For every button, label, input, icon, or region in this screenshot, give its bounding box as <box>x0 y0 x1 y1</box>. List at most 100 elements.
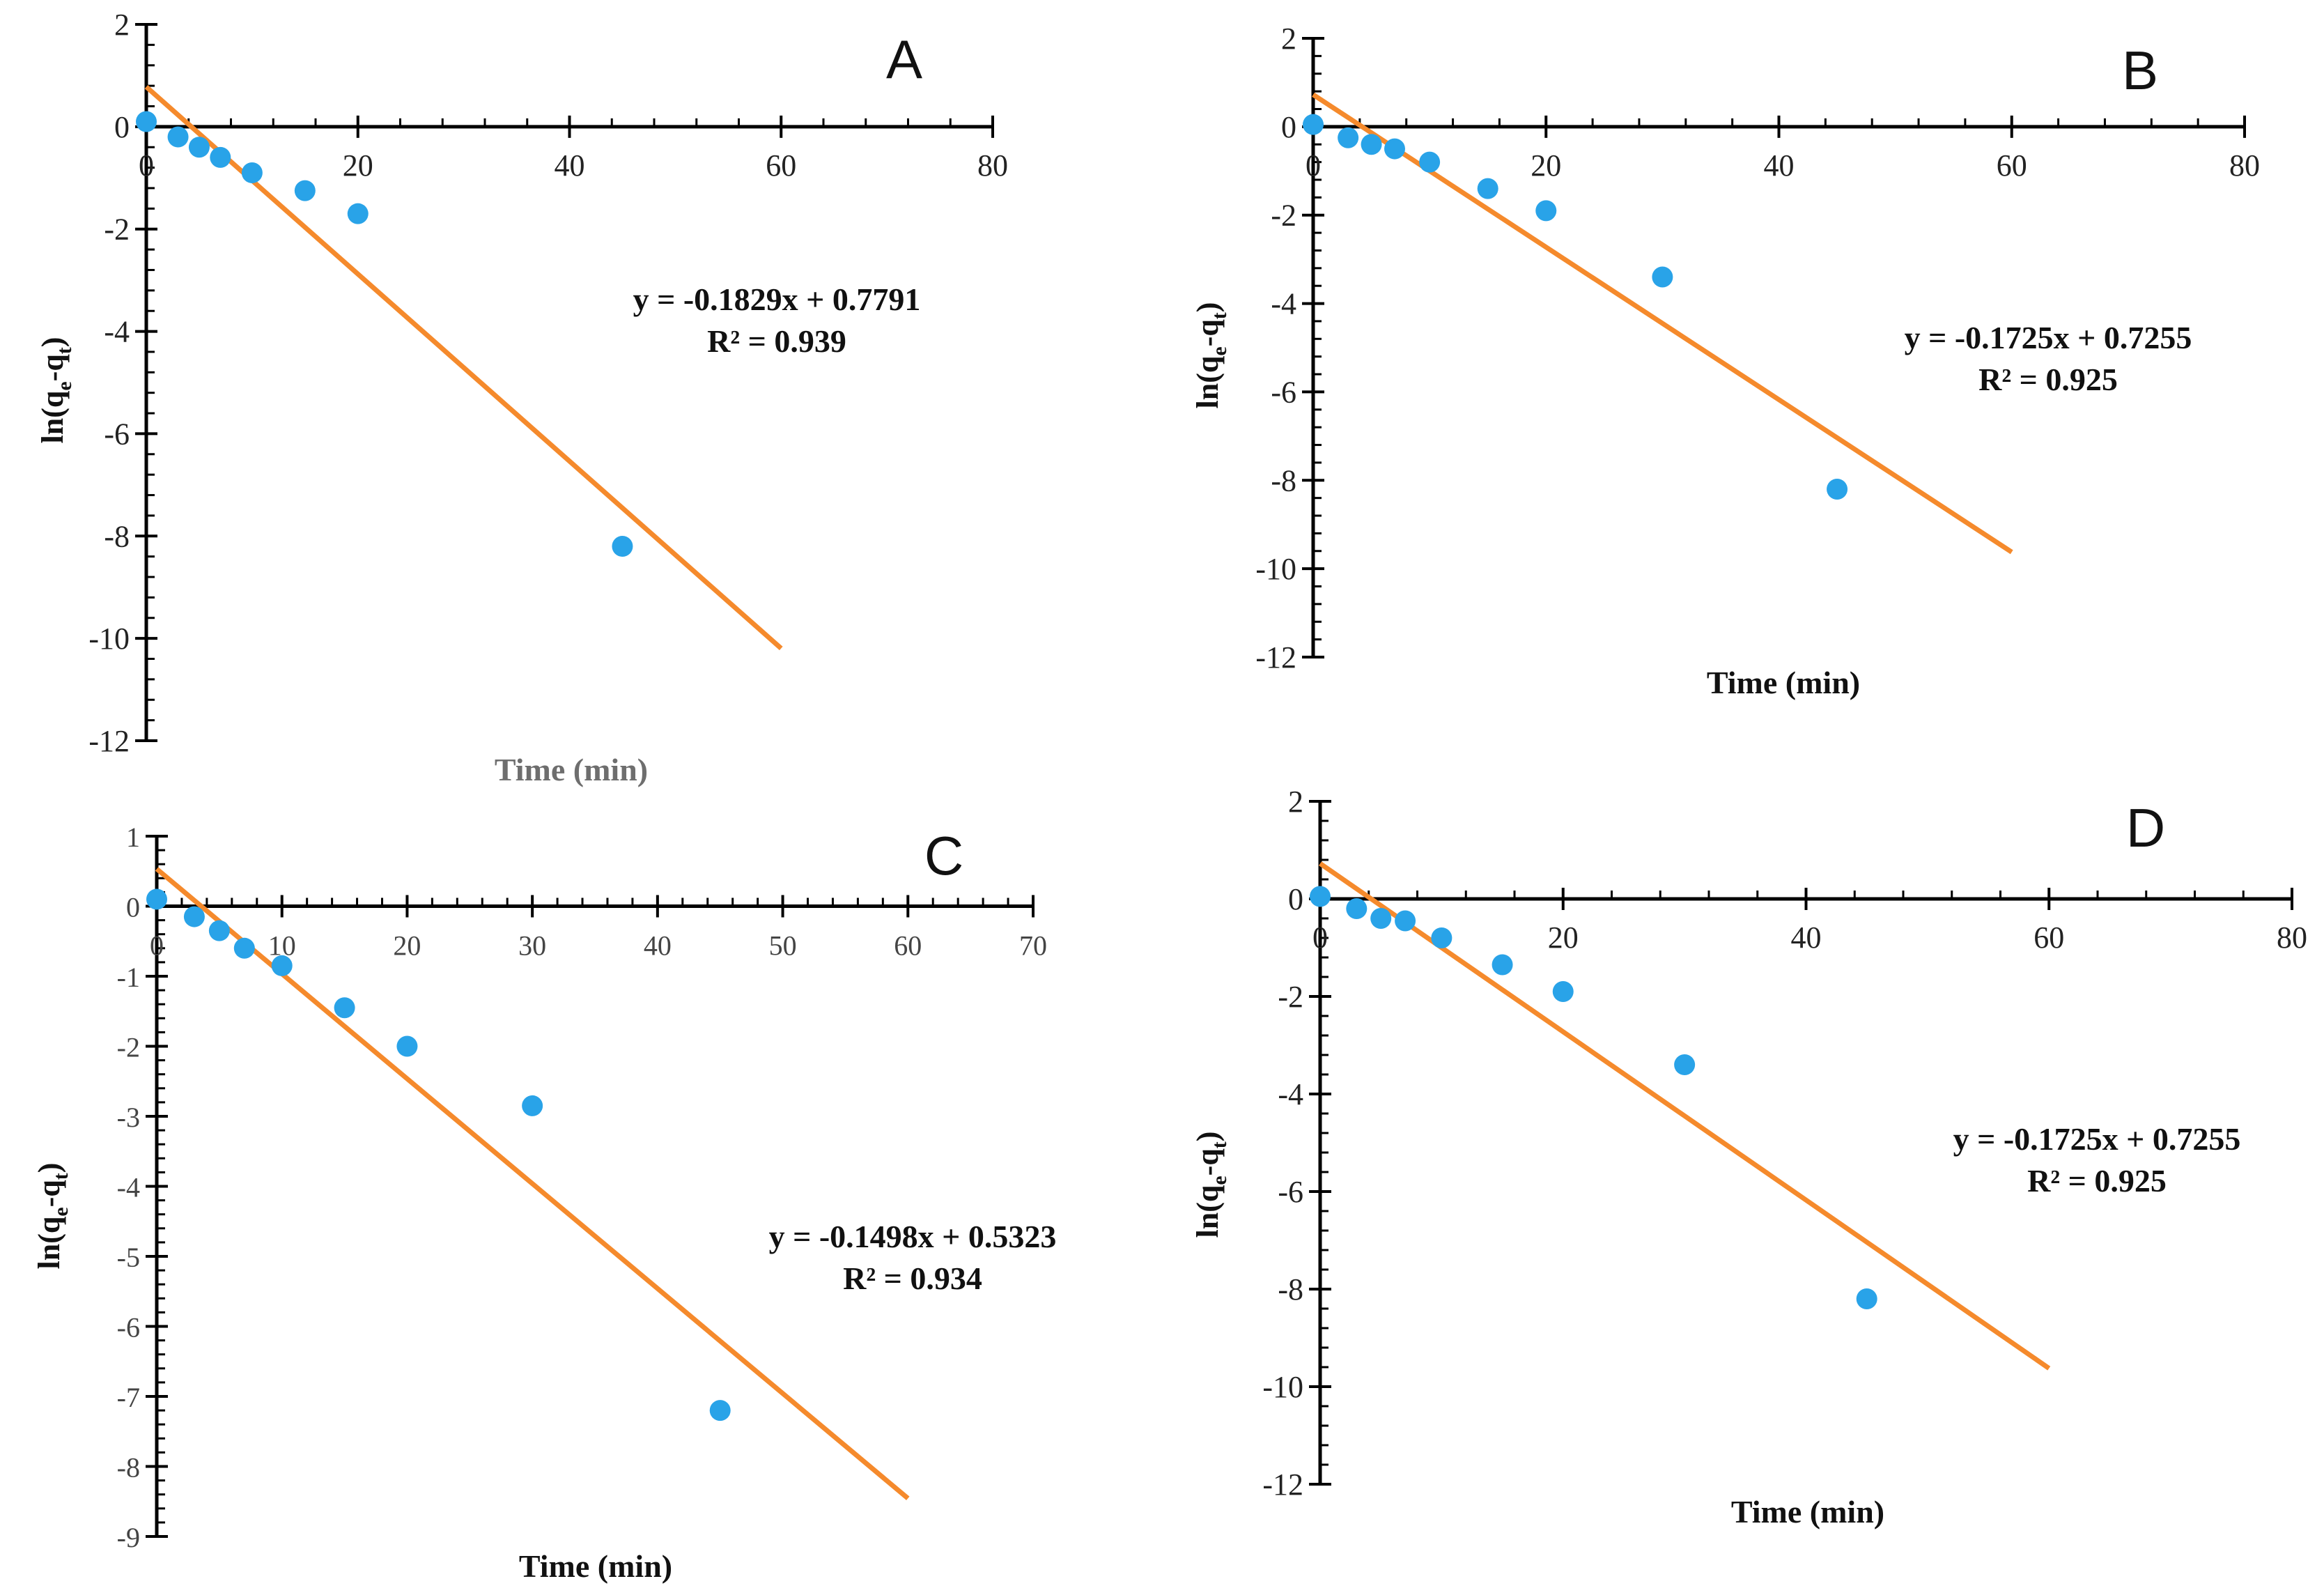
panel-b-r2: R² = 0.925 <box>1978 362 2118 397</box>
panel-a-data-point <box>241 162 263 183</box>
panel-d-y-tick-label: -8 <box>1278 1272 1303 1307</box>
panel-a-x-tick-label: 80 <box>977 148 1008 183</box>
panel-a-x-axis-label: Time (min) <box>495 752 648 787</box>
panel-d-data-point <box>1370 908 1392 929</box>
panel-d-x-tick-label: 60 <box>2034 920 2064 955</box>
panel-b-data-point <box>1338 127 1359 148</box>
panel-c-data-point <box>334 997 355 1019</box>
panel-d-data-point <box>1346 898 1368 919</box>
panel-b-y-tick-label: -4 <box>1271 287 1296 321</box>
panel-b-x-axis-label: Time (min) <box>1707 665 1860 700</box>
panel-a-x-tick-label: 40 <box>555 148 585 183</box>
panel-c-y-tick-label: -2 <box>117 1032 140 1063</box>
panel-a-y-tick-label: -2 <box>104 213 130 247</box>
panel-c-y-axis-label: ln(qe-qt) <box>32 1163 72 1270</box>
panel-d-x-tick-label: 40 <box>1791 920 1822 955</box>
panel-b-data-point <box>1827 478 1848 500</box>
panel-a: 20-2-4-6-8-10-120 20 40 60 80 A y = -0.1829x… <box>36 8 1008 787</box>
panel-c-y-tick-label: -4 <box>117 1172 140 1203</box>
panel-d-y-tick-label: 2 <box>1288 785 1303 819</box>
panel-b-data-point <box>1535 200 1557 222</box>
panel-c-y-tick-label: -1 <box>117 962 140 993</box>
panel-c-x-axis-label: Time (min) <box>519 1548 672 1584</box>
panel-b-equation: y = -0.1725x + 0.7255 <box>1905 320 2192 355</box>
panel-d-data-point <box>1310 886 1331 907</box>
panel-d-data-point <box>1431 927 1452 948</box>
panel-b-data-point <box>1419 151 1441 173</box>
panel-d-y-axis-label: ln(qe-qt) <box>1191 1132 1231 1238</box>
panel-b-data-point <box>1384 138 1405 160</box>
panel-c-data-point <box>271 955 293 976</box>
panel-d-equation: y = -0.1725x + 0.7255 <box>1953 1121 2241 1157</box>
panel-d-y-tick-label: -12 <box>1262 1467 1303 1502</box>
panel-a-y-tick-label: -4 <box>104 315 130 349</box>
panel-a-data-point <box>188 137 210 158</box>
panel-b-x-tick-label: 0 <box>1306 148 1321 183</box>
panel-c-y-tick-label: -8 <box>117 1452 140 1484</box>
panel-c-data-point <box>709 1400 731 1421</box>
panel-a-y-tick-label: -12 <box>88 724 130 758</box>
panel-a-data-point <box>136 111 157 132</box>
panel-c-data-point <box>183 906 205 927</box>
panel-d-y-tick-label: -6 <box>1278 1175 1303 1209</box>
panel-a-equation: y = -0.1829x + 0.7791 <box>633 282 921 317</box>
panel-b-data-point <box>1652 266 1673 288</box>
panel-a-y-tick-label: 0 <box>114 110 130 144</box>
panel-a-data-point <box>210 146 231 168</box>
panel-b-data-point <box>1477 178 1498 199</box>
panel-a-plot: 20-2-4-6-8-10-120 20 40 60 80 <box>88 8 1008 758</box>
panel-c-letter: C <box>924 825 963 886</box>
panel-c-x-tick-label: 20 <box>393 930 421 962</box>
panel-b-y-tick-label: -6 <box>1271 375 1296 409</box>
panel-a-data-point <box>612 535 633 557</box>
panel-b-data-point <box>1303 114 1324 135</box>
panel-c-x-tick-label: 30 <box>518 930 546 962</box>
panel-b-x-tick-label: 60 <box>1997 148 2027 183</box>
panel-d-y-tick-label: -10 <box>1262 1370 1303 1404</box>
panel-c-data-point <box>233 937 255 959</box>
panel-c-y-tick-label: -3 <box>117 1102 140 1133</box>
panel-b-y-axis-label: ln(qe-qt) <box>1191 302 1231 409</box>
panel-d-data-point <box>1856 1288 1877 1309</box>
panel-c-data-point <box>396 1035 418 1057</box>
panel-d-plot: 20-2-4-6-8-10-120 20 40 60 80 <box>1262 785 2307 1502</box>
panel-d-x-tick-label: 0 <box>1312 920 1328 955</box>
panel-b-y-tick-label: -2 <box>1271 199 1296 233</box>
panel-b-x-tick-label: 80 <box>2229 148 2260 183</box>
panel-c-y-tick-label: -7 <box>117 1382 140 1413</box>
panel-a-data-point <box>167 126 189 148</box>
panel-d-x-axis-label: Time (min) <box>1731 1494 1884 1529</box>
panel-d-x-tick-label: 20 <box>1548 920 1579 955</box>
panel-b-plot: 20-2-4-6-8-10-120 20 40 60 80 <box>1255 22 2260 675</box>
panel-c-x-tick-label: 60 <box>894 930 922 962</box>
panel-b-y-tick-label: -12 <box>1255 640 1296 675</box>
panel-a-x-tick-label: 0 <box>139 148 154 183</box>
panel-c-x-tick-label: 40 <box>644 930 672 962</box>
panel-d-data-point <box>1552 981 1574 1002</box>
panel-a-r2: R² = 0.939 <box>707 323 846 359</box>
panel-d-data-point <box>1492 954 1513 976</box>
panel-a-data-point <box>347 203 369 224</box>
panel-c-y-tick-label: 0 <box>126 892 140 923</box>
panel-c-data-point <box>208 920 230 941</box>
panel-c-x-tick-label: 0 <box>150 930 164 962</box>
panel-b-y-tick-label: -8 <box>1271 463 1296 498</box>
panel-c-r2: R² = 0.934 <box>843 1261 982 1296</box>
panel-b-letter: B <box>2122 40 2158 101</box>
panel-d: 20-2-4-6-8-10-120 20 40 60 80 D y = -0.1725x… <box>1191 785 2307 1529</box>
panel-d-letter: D <box>2126 797 2165 858</box>
panel-a-x-tick-label: 20 <box>343 148 373 183</box>
panel-a-y-axis-label: ln(qe-qt) <box>36 337 76 444</box>
panel-b-y-tick-label: 0 <box>1281 110 1296 144</box>
panel-c-y-tick-label: -5 <box>117 1242 140 1273</box>
panel-c-data-point <box>522 1095 543 1116</box>
panel-d-data-point <box>1395 910 1416 932</box>
panel-c-x-tick-label: 50 <box>769 930 797 962</box>
panel-a-y-tick-label: 2 <box>114 8 130 42</box>
panel-b: 20-2-4-6-8-10-120 20 40 60 80 B y = -0.1725x… <box>1191 22 2260 700</box>
panel-c-y-tick-label: -6 <box>117 1312 140 1343</box>
panel-b-data-point <box>1361 134 1382 155</box>
panel-d-y-tick-label: -2 <box>1278 980 1303 1014</box>
panel-d-y-tick-label: -4 <box>1278 1077 1303 1111</box>
